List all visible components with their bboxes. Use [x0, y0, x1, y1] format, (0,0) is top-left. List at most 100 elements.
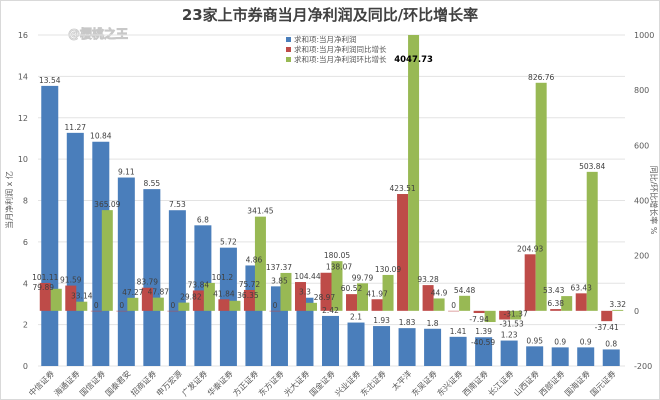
- data-label: 0: [119, 301, 124, 310]
- data-label: 101.11: [32, 273, 58, 282]
- data-label: -37.41: [595, 323, 619, 332]
- net-profit-bar: [322, 315, 339, 366]
- data-label: 0: [170, 301, 175, 310]
- yoy-bar: [39, 282, 51, 311]
- y2-tick-label: 400: [634, 197, 649, 206]
- legend-label: 求和项:当月净利润环比增长: [294, 54, 387, 64]
- yoy-bar: [601, 310, 613, 322]
- data-label: 826.76: [528, 73, 554, 82]
- y2-tick-label: -200: [634, 362, 652, 371]
- legend-swatch: [286, 37, 291, 42]
- data-label: 2.1: [350, 313, 362, 322]
- y2-tick-label: 0: [634, 307, 639, 316]
- yoy-bar: [116, 310, 128, 312]
- net-profit-bar: [475, 337, 493, 366]
- net-profit-bar: [526, 346, 544, 366]
- data-label: 341.45: [247, 207, 273, 216]
- y2-tick-label: 600: [634, 141, 649, 150]
- y2-tick-label: 1000: [634, 31, 654, 40]
- net-profit-bar: [41, 85, 59, 366]
- net-profit-bar: [143, 189, 161, 366]
- data-label: 1.83: [399, 318, 416, 327]
- data-label: 104.44: [294, 272, 320, 281]
- data-label: 0: [94, 301, 99, 310]
- data-label: 44.9: [431, 288, 448, 297]
- mom-bar: [612, 309, 624, 311]
- legend-label: 求和项:当月净利润同比增长: [294, 44, 387, 54]
- yoy-bar: [397, 194, 409, 311]
- data-label: 36.35: [237, 291, 259, 300]
- net-profit-bar: [500, 340, 518, 366]
- yoy-bar: [65, 285, 77, 311]
- data-label: 5.72: [220, 238, 237, 247]
- yoy-bar: [141, 287, 153, 311]
- yoy-bar: [499, 310, 511, 320]
- net-profit-bar: [296, 297, 314, 366]
- y-tick-label: 8: [23, 197, 28, 206]
- data-label: 423.51: [389, 184, 415, 193]
- mom-bar: [484, 310, 496, 323]
- data-label: 47.87: [148, 288, 170, 297]
- mom-bar: [408, 35, 420, 311]
- data-label: 3.32: [609, 300, 626, 309]
- yoy-bar: [346, 294, 358, 311]
- data-label: -31.53: [500, 320, 524, 329]
- data-label: 0: [451, 301, 456, 310]
- mom-bar: [331, 261, 343, 311]
- mom-bar: [76, 301, 88, 311]
- y-tick-label: 16: [18, 31, 28, 40]
- data-label: 47.27: [122, 288, 144, 297]
- net-profit-bar: [424, 328, 442, 366]
- data-label: 0.95: [526, 336, 543, 345]
- mom-bar: [152, 297, 164, 311]
- yoy-bar: [320, 272, 332, 311]
- mom-bar: [280, 272, 292, 311]
- yoy-bar: [448, 310, 460, 312]
- data-label: 130.09: [375, 265, 401, 274]
- data-label: 29.82: [180, 293, 202, 302]
- yoy-bar: [294, 282, 306, 311]
- data-label: 0.8: [605, 339, 617, 348]
- data-label: 6.8: [197, 215, 209, 224]
- data-label: 13.54: [39, 76, 61, 85]
- net-profit-bar: [117, 177, 135, 366]
- yoy-bar: [524, 254, 536, 311]
- y-tick-label: 10: [18, 155, 28, 164]
- mom-bar: [459, 295, 471, 311]
- mom-bar: [178, 302, 190, 311]
- data-label: 73.84: [188, 280, 210, 289]
- mom-bar: [510, 310, 522, 320]
- data-label: -40.59: [471, 338, 495, 347]
- data-label: 83.79: [137, 278, 159, 287]
- chart-title: 23家上市券商当月净利润及同比/环比增长率: [182, 6, 478, 24]
- data-label: 1.41: [450, 327, 467, 336]
- mom-bar: [127, 297, 139, 311]
- y-tick-label: 2: [23, 321, 28, 330]
- data-label: 9.11: [118, 168, 135, 177]
- mom-bar: [50, 288, 62, 311]
- data-label: 0: [273, 301, 278, 310]
- data-label: 79.89: [33, 283, 55, 292]
- data-label: 1.23: [501, 331, 518, 340]
- data-label: 1.39: [475, 327, 492, 336]
- data-label: 1.93: [373, 316, 390, 325]
- legend-swatch: [286, 47, 291, 52]
- data-label: 60.52: [341, 284, 363, 293]
- net-profit-bar: [551, 347, 569, 366]
- data-label: 1.8: [427, 319, 439, 328]
- mom-bar: [254, 216, 266, 311]
- data-label: 11.27: [65, 123, 87, 132]
- data-label: 138.07: [326, 263, 352, 272]
- yoy-bar: [473, 310, 485, 314]
- y-tick-label: 14: [18, 72, 28, 81]
- mom-bar: [535, 82, 547, 311]
- data-label: 8.55: [143, 179, 160, 188]
- legend-label: 求和项:当月净利润: [294, 34, 357, 44]
- net-profit-bar: [449, 336, 467, 366]
- mom-bar: [229, 300, 241, 311]
- net-profit-bar: [347, 322, 365, 366]
- yoy-bar: [371, 299, 383, 311]
- yoy-bar: [218, 299, 230, 311]
